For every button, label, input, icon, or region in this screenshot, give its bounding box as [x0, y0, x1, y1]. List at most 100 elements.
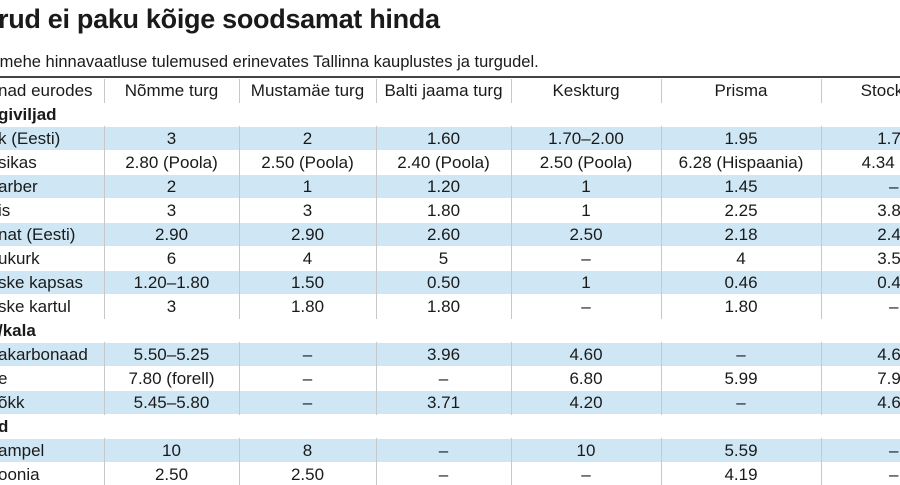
price-cell: 7.90 [820, 366, 900, 391]
price-cell: 2.60 [375, 222, 511, 247]
price-cell: 1.80 [660, 294, 821, 319]
price-cell: 1 [510, 270, 661, 295]
price-cell: 6.28 (Hispaania) [660, 150, 821, 175]
table-row: e7.80 (forell)––6.805.997.90 [0, 366, 900, 391]
price-cell: 2.50 [238, 462, 376, 485]
table-row: nat (Eesti)2.902.902.602.502.182.49 [0, 222, 900, 247]
price-cell: 1.95 [660, 126, 821, 151]
price-cell: 4.20 [510, 390, 661, 415]
product-name-cell: akarbonaad [0, 342, 104, 367]
table-row: ske kartul 3 1.80 1.80–1.80– [0, 294, 900, 319]
price-cell: – [238, 390, 376, 415]
price-cell: 3 [103, 294, 239, 319]
price-cell: 6.80 [510, 366, 661, 391]
price-cell: 5 [375, 246, 511, 271]
price-cell: 0.46 [660, 270, 821, 295]
column-header: nad eurodes [0, 81, 93, 100]
price-cell: 1 [238, 174, 376, 199]
column-header: Prisma [660, 79, 821, 103]
price-cell: – [375, 438, 511, 463]
price-cell: 0.49 [820, 270, 900, 295]
price-cell: 2.49 [820, 222, 900, 247]
price-cell: – [820, 294, 900, 319]
section-label: /kala [0, 320, 36, 340]
product-name-cell: ske kartul [0, 296, 71, 316]
price-cell: – [510, 294, 661, 319]
price-cell: 2.25 [660, 198, 821, 223]
price-cell: 1 [510, 174, 661, 199]
product-name-cell: ske kapsas [0, 270, 104, 295]
price-cell: 5.59 [660, 438, 821, 463]
price-cell: 6 [103, 246, 239, 271]
price-cell: 3.58 [820, 246, 900, 271]
price-cell: 10 [103, 438, 239, 463]
price-cell: 2.50 [510, 222, 661, 247]
product-name-cell: õkk [0, 390, 104, 415]
product-name-cell: k (Eesti) [0, 126, 104, 151]
price-cell: 2.18 [660, 222, 821, 247]
price-cell: – [820, 174, 900, 199]
price-cell: 3 [238, 198, 376, 223]
price-cell: – [238, 366, 376, 391]
price-cell: 2.50 (Poola) [238, 150, 376, 175]
price-cell: 2.90 [103, 222, 239, 247]
price-cell: 1.80 [238, 294, 376, 319]
price-cell: 2.80 (Poola) [103, 150, 239, 175]
price-cell: 3 [103, 126, 239, 151]
page-subtitle: imehe hinnavaatluse tulemused erinevates… [0, 53, 539, 71]
price-cell: 1.45 [660, 174, 821, 199]
price-cell: – [820, 438, 900, 463]
price-cell: 1.75 [820, 126, 900, 151]
price-cell: 5.50–5.25 [103, 342, 239, 367]
price-table: nad eurodes Nõmme turg Mustamäe turg Bal… [0, 79, 900, 485]
price-cell: 1.20–1.80 [103, 270, 239, 295]
section-row: giviljad [0, 103, 900, 127]
table-row: oonia 2.50 2.50– –4.19– [0, 462, 900, 485]
price-cell: 2 [238, 126, 376, 151]
price-cell: 4 [660, 246, 821, 271]
price-cell: 2.40 (Poola) [375, 150, 511, 175]
price-cell: 2 [103, 174, 239, 199]
product-name-cell: ukurk [0, 248, 40, 268]
price-cell: 4.19 [660, 462, 821, 485]
price-cell: 1.80 [375, 294, 511, 319]
product-name-cell: oonia [0, 464, 40, 484]
price-cell: 1.70–2.00 [510, 126, 661, 151]
price-cell: 2.50 (Poola) [510, 150, 661, 175]
price-cell: 2.90 [238, 222, 376, 247]
price-cell: 1.50 [238, 270, 376, 295]
table-header-row: nad eurodes Nõmme turg Mustamäe turg Bal… [0, 79, 900, 103]
product-name-cell: e [0, 367, 104, 391]
price-cell: 4.60 [510, 342, 661, 367]
table-row: arber 2 1 1.20 1 1.45– [0, 174, 900, 199]
price-cell: 3 [103, 198, 239, 223]
product-name-cell: ampel [0, 438, 104, 463]
price-cell: – [660, 342, 821, 367]
section-label: giviljad [0, 104, 57, 124]
price-cell: 4.64 [820, 342, 900, 367]
price-cell: 5.99 [660, 366, 821, 391]
price-cell: – [660, 390, 821, 415]
price-cell: 1.80 [375, 198, 511, 223]
table-row: sikas 2.80 (Poola) 2.50 (Poola) 2.40 (Poola… [0, 150, 900, 175]
page-title: rud ei paku kõige soodsamat hinda [0, 4, 440, 34]
price-cell: 1 [510, 198, 661, 223]
price-cell: 4.34 (Be [820, 150, 900, 175]
table-row: k (Eesti)321.601.70–2.001.951.75 [0, 126, 900, 151]
price-cell: – [820, 462, 900, 485]
price-cell: – [510, 462, 661, 485]
price-cell: 1.20 [375, 174, 511, 199]
price-cell: 4 [238, 246, 376, 271]
product-name-cell: nat (Eesti) [0, 222, 104, 247]
price-cell: 0.50 [375, 270, 511, 295]
column-header: Mustamäe turg [238, 79, 376, 103]
price-cell: – [375, 462, 511, 485]
table-row: ampel 10 8–10 5.59– [0, 438, 900, 463]
product-name-cell: sikas [0, 152, 37, 172]
